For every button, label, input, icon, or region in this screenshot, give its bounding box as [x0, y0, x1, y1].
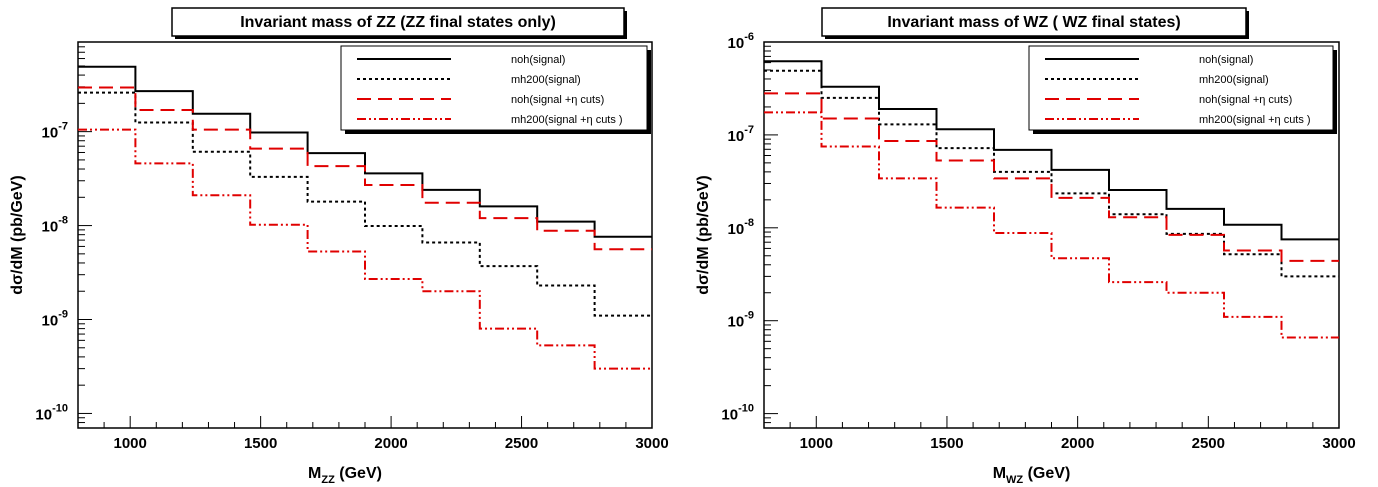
- legend-label: noh(signal +η cuts): [1199, 94, 1292, 106]
- legend-label: mh200(signal +η cuts ): [1199, 114, 1311, 126]
- x-tick-label: 1500: [930, 435, 963, 452]
- y-tick-label: 10-10: [721, 403, 754, 424]
- legend-label: mh200(signal): [511, 74, 581, 86]
- x-tick-label: 2000: [1061, 435, 1094, 452]
- series-line-3: [764, 92, 1339, 262]
- y-tick-label: 10-7: [728, 124, 754, 145]
- series-line-2: [764, 69, 1339, 278]
- legend-label: noh(signal): [1199, 54, 1253, 66]
- chart-title: Invariant mass of ZZ (ZZ final states on…: [240, 14, 556, 31]
- x-tick-label: 3000: [635, 435, 668, 452]
- y-tick-label: 10-7: [42, 121, 68, 142]
- x-tick-label: 3000: [1322, 435, 1355, 452]
- series-line-2: [78, 91, 652, 317]
- x-axis-label: MZZ (GeV): [308, 465, 382, 486]
- x-axis-label: MWZ (GeV): [993, 465, 1071, 486]
- y-tick-label: 10-8: [42, 215, 68, 236]
- y-tick-label: 10-6: [728, 31, 754, 52]
- y-axis-label: dσ/dM (pb/GeV): [695, 175, 712, 294]
- chart-panel-1: Invariant mass of ZZ (ZZ final states on…: [9, 7, 669, 486]
- y-tick-label: 10-10: [35, 402, 68, 423]
- series-line-4: [78, 128, 652, 370]
- y-tick-label: 10-9: [42, 309, 68, 330]
- x-tick-label: 1000: [113, 435, 146, 452]
- series-line-4: [764, 111, 1339, 339]
- legend-label: noh(signal): [511, 54, 565, 66]
- x-tick-label: 2000: [374, 435, 407, 452]
- chart-title: Invariant mass of WZ ( WZ final states): [887, 14, 1180, 31]
- legend-label: mh200(signal): [1199, 74, 1269, 86]
- title-box: [171, 7, 625, 37]
- chart-panel-2: Invariant mass of WZ ( WZ final states) 1…: [695, 7, 1356, 486]
- x-tick-label: 2500: [505, 435, 538, 452]
- series-line-3: [78, 86, 652, 251]
- y-axis-label: dσ/dM (pb/GeV): [9, 175, 26, 294]
- legend-label: noh(signal +η cuts): [511, 94, 604, 106]
- y-tick-label: 10-8: [728, 217, 754, 238]
- legend-label: mh200(signal +η cuts ): [511, 114, 623, 126]
- y-tick-label: 10-9: [728, 310, 754, 331]
- x-tick-label: 1500: [244, 435, 277, 452]
- title-box: [821, 7, 1247, 37]
- series-line-1: [764, 60, 1339, 241]
- x-tick-label: 2500: [1192, 435, 1225, 452]
- x-tick-label: 1000: [800, 435, 833, 452]
